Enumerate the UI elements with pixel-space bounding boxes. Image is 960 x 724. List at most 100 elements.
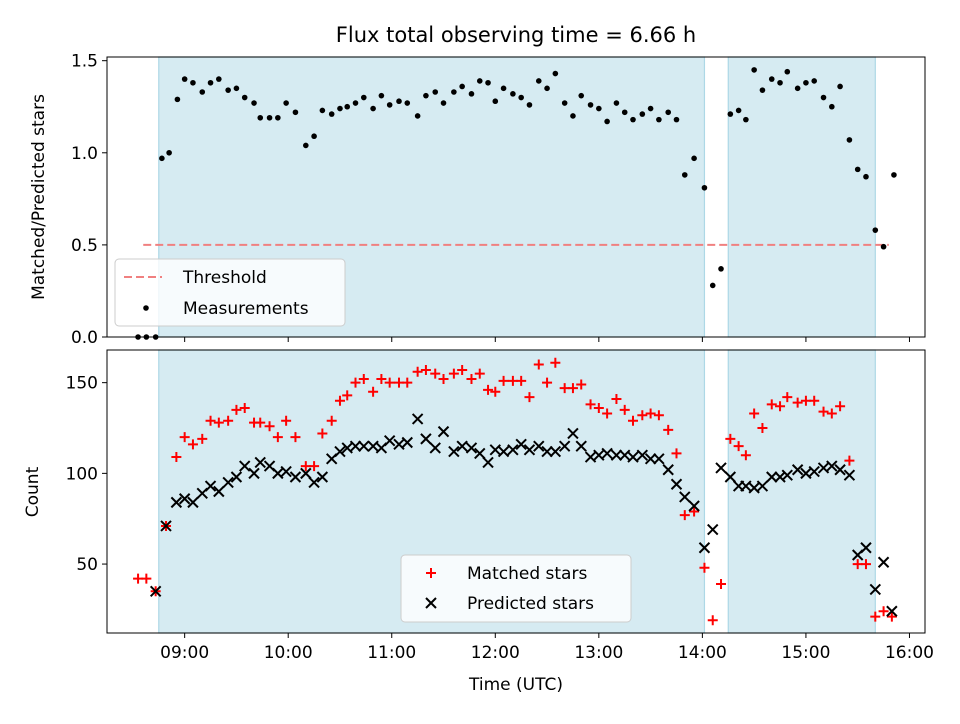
predicted-star-point	[541, 445, 553, 458]
predicted-star-point	[213, 485, 225, 498]
matched-star-point	[516, 375, 527, 386]
measurement-point	[386, 102, 393, 108]
measurement-point	[665, 109, 672, 116]
matched-star-point	[550, 357, 561, 368]
predicted-star-point	[698, 542, 711, 554]
predicted-star-point	[533, 440, 545, 452]
matched-star-point	[420, 364, 431, 375]
measurement-point	[621, 109, 628, 116]
predicted-star-point	[497, 445, 510, 458]
predicted-star-point	[474, 447, 486, 460]
measurement-point	[743, 116, 749, 123]
legend-label: Matched stars	[467, 564, 587, 584]
matched-star-point	[187, 439, 198, 450]
measurement-point	[492, 98, 499, 105]
predicted-star-point	[636, 449, 649, 461]
predicted-star-point	[230, 471, 243, 483]
measurement-point	[768, 76, 775, 82]
measurement-point	[803, 79, 809, 86]
legend-matched-swatch	[426, 568, 436, 578]
measurement-point	[846, 137, 853, 143]
predicted-star-point	[393, 438, 405, 451]
measurement-point	[820, 94, 827, 101]
predicted-star-point	[662, 464, 674, 476]
predicted-star-point	[627, 451, 639, 463]
measurement-point	[159, 155, 165, 162]
predicted-star-point	[160, 520, 172, 532]
matched-star-point	[653, 410, 664, 421]
measurement-point	[344, 103, 351, 110]
matched-star-point	[886, 611, 897, 622]
legend-box	[114, 258, 346, 327]
legend-predicted-swatch	[425, 597, 437, 609]
predicted-star-point	[575, 440, 587, 452]
predicted-star-point	[316, 471, 329, 483]
predicted-star-point	[670, 478, 683, 490]
predicted-star-point	[791, 464, 804, 476]
measurement-point	[872, 227, 879, 233]
measurement-point	[319, 107, 326, 114]
predicted-star-point	[437, 425, 450, 438]
predicted-star-point	[834, 464, 846, 476]
predicted-star-point	[886, 605, 898, 617]
measurement-point	[759, 87, 766, 93]
observing-interval	[727, 349, 876, 634]
predicted-star-point	[341, 442, 353, 454]
measurement-point	[794, 85, 801, 92]
matched-star-point	[213, 417, 224, 428]
predicted-star-point	[567, 427, 579, 440]
matched-star-point	[671, 448, 682, 459]
matched-star-point	[179, 432, 190, 443]
matched-star-point	[272, 432, 283, 443]
measurement-point	[468, 91, 475, 97]
measurement-point	[370, 105, 376, 112]
matched-star-point	[782, 392, 793, 403]
measurement-point	[241, 94, 248, 101]
matched-star-point	[576, 379, 587, 390]
predicted-star-point	[523, 444, 536, 456]
measurement-point	[718, 266, 724, 272]
measurement-point	[404, 100, 411, 106]
measurement-point	[544, 85, 550, 92]
measurement-point	[891, 172, 897, 178]
measurement-point	[311, 133, 317, 140]
matched-star-point	[171, 452, 182, 463]
x-tick-label: 13:00	[574, 643, 623, 663]
matched-star-point	[809, 395, 820, 406]
matched-star-point	[835, 401, 846, 412]
legend-box	[400, 554, 632, 623]
measurement-point	[709, 282, 716, 289]
matched-star-point	[402, 377, 413, 388]
matched-star-point	[860, 559, 871, 570]
predicted-star-point	[644, 453, 657, 465]
matched-star-point	[223, 415, 234, 426]
predicted-star-point	[740, 480, 752, 492]
predicted-star-point	[707, 523, 719, 536]
matched-star-point	[350, 377, 361, 388]
measurement-point	[691, 155, 697, 162]
measurement-point	[337, 105, 343, 112]
y-tick-label: 1.0	[71, 144, 98, 164]
matched-star-point	[281, 415, 292, 426]
predicted-star-point	[601, 447, 613, 460]
matched-star-point	[716, 579, 727, 590]
matched-star-point	[818, 406, 829, 417]
matched-star-point	[542, 377, 553, 388]
matched-star-point	[231, 404, 242, 415]
matched-star-point	[430, 368, 441, 379]
matched-star-point	[438, 374, 449, 385]
matched-star-point	[585, 399, 596, 410]
matched-star-point	[483, 384, 494, 395]
measurement-point	[681, 172, 688, 178]
ratio-panel-frame	[106, 56, 926, 338]
measurement-point	[257, 114, 264, 121]
measurement-point	[656, 116, 662, 123]
predicted-star-point	[149, 585, 162, 597]
predicted-star-point	[308, 476, 320, 489]
measurement-point	[639, 111, 646, 117]
measurement-point	[587, 102, 594, 108]
matched-star-point	[533, 359, 544, 370]
predicted-star-point	[222, 476, 234, 489]
count-panel: 50 100 150 09:00 10:00 11:00 12:00 13:00 14:00 1…	[23, 349, 934, 695]
